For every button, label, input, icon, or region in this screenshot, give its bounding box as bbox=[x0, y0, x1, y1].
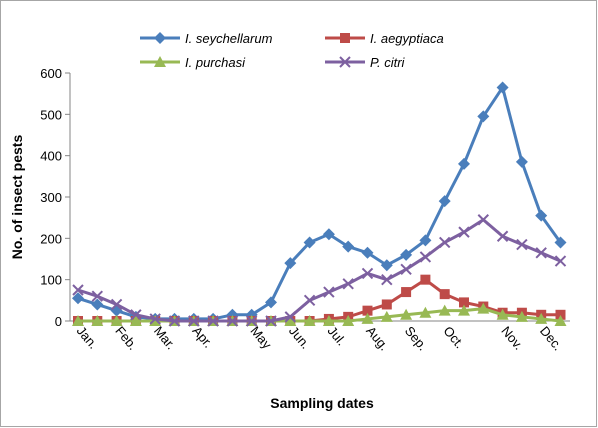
data-point bbox=[361, 246, 374, 259]
data-point bbox=[91, 298, 104, 311]
data-point bbox=[342, 278, 354, 290]
data-point bbox=[555, 309, 566, 320]
y-tick-label: 0 bbox=[55, 314, 62, 329]
data-point bbox=[188, 315, 200, 327]
data-point bbox=[284, 257, 297, 270]
data-point bbox=[477, 302, 490, 314]
data-point bbox=[245, 315, 258, 327]
data-point bbox=[458, 226, 470, 238]
data-point bbox=[72, 315, 84, 326]
data-point bbox=[554, 315, 567, 326]
data-point bbox=[420, 274, 431, 285]
data-point bbox=[438, 236, 451, 249]
x-axis-title: Sampling dates bbox=[270, 395, 374, 411]
data-point bbox=[284, 315, 297, 326]
y-axis-title: No. of insect pests bbox=[9, 135, 25, 260]
data-point bbox=[438, 195, 451, 208]
data-point bbox=[554, 255, 567, 267]
data-point bbox=[322, 315, 335, 326]
data-point bbox=[381, 273, 393, 286]
data-point bbox=[168, 315, 181, 327]
data-point bbox=[554, 236, 567, 249]
legend-label: I. seychellarum bbox=[185, 31, 273, 46]
data-point bbox=[226, 315, 239, 327]
data-point bbox=[419, 251, 432, 263]
data-point bbox=[284, 311, 297, 323]
data-point bbox=[323, 286, 335, 298]
data-point bbox=[110, 315, 123, 326]
data-point bbox=[342, 240, 355, 253]
data-point bbox=[477, 214, 490, 226]
data-point bbox=[91, 290, 104, 302]
data-point bbox=[438, 304, 451, 316]
data-point bbox=[362, 305, 373, 316]
y-tick-label: 400 bbox=[40, 149, 62, 164]
data-point bbox=[400, 248, 413, 261]
legend-marker bbox=[154, 56, 166, 67]
data-point bbox=[401, 287, 412, 298]
data-point bbox=[535, 209, 548, 222]
data-point bbox=[458, 304, 470, 316]
data-point bbox=[72, 284, 84, 296]
data-point bbox=[515, 310, 528, 322]
data-point bbox=[303, 315, 316, 326]
data-point bbox=[439, 289, 450, 300]
legend-marker bbox=[154, 32, 166, 44]
data-point bbox=[149, 313, 161, 325]
data-point bbox=[207, 315, 219, 327]
legend-label: P. citri bbox=[370, 55, 406, 70]
y-tick-label: 100 bbox=[40, 273, 62, 288]
y-tick-label: 200 bbox=[40, 231, 62, 246]
data-point bbox=[303, 294, 316, 307]
data-point bbox=[265, 315, 277, 327]
y-tick-label: 500 bbox=[40, 107, 62, 122]
data-point bbox=[265, 296, 277, 309]
data-point bbox=[342, 315, 355, 326]
data-point bbox=[458, 157, 470, 170]
data-point bbox=[419, 306, 432, 318]
data-point bbox=[72, 292, 84, 305]
data-point bbox=[361, 267, 374, 280]
data-point bbox=[91, 315, 104, 326]
data-point bbox=[477, 110, 490, 123]
data-point bbox=[110, 298, 123, 311]
data-point bbox=[400, 263, 412, 276]
data-point bbox=[459, 297, 469, 308]
data-point bbox=[361, 312, 374, 324]
legend-label: I. purchasi bbox=[185, 55, 246, 70]
data-point bbox=[496, 308, 509, 320]
data-point bbox=[381, 299, 392, 310]
data-point bbox=[515, 155, 528, 168]
y-tick-label: 600 bbox=[40, 66, 62, 81]
legend-label: I. aegyptiaca bbox=[370, 31, 444, 46]
data-point bbox=[303, 236, 316, 249]
y-tick-label: 300 bbox=[40, 190, 62, 205]
data-point bbox=[380, 310, 393, 322]
data-point bbox=[496, 230, 509, 242]
data-point bbox=[129, 315, 142, 326]
data-point bbox=[535, 312, 548, 324]
data-point bbox=[322, 228, 335, 241]
data-point bbox=[400, 308, 413, 320]
data-point bbox=[535, 247, 547, 259]
legend-marker bbox=[340, 33, 350, 43]
data-point bbox=[496, 81, 509, 94]
data-point bbox=[516, 238, 528, 251]
legend-marker bbox=[339, 56, 351, 68]
data-point bbox=[130, 309, 142, 321]
data-point bbox=[419, 234, 432, 247]
data-point bbox=[380, 259, 393, 272]
